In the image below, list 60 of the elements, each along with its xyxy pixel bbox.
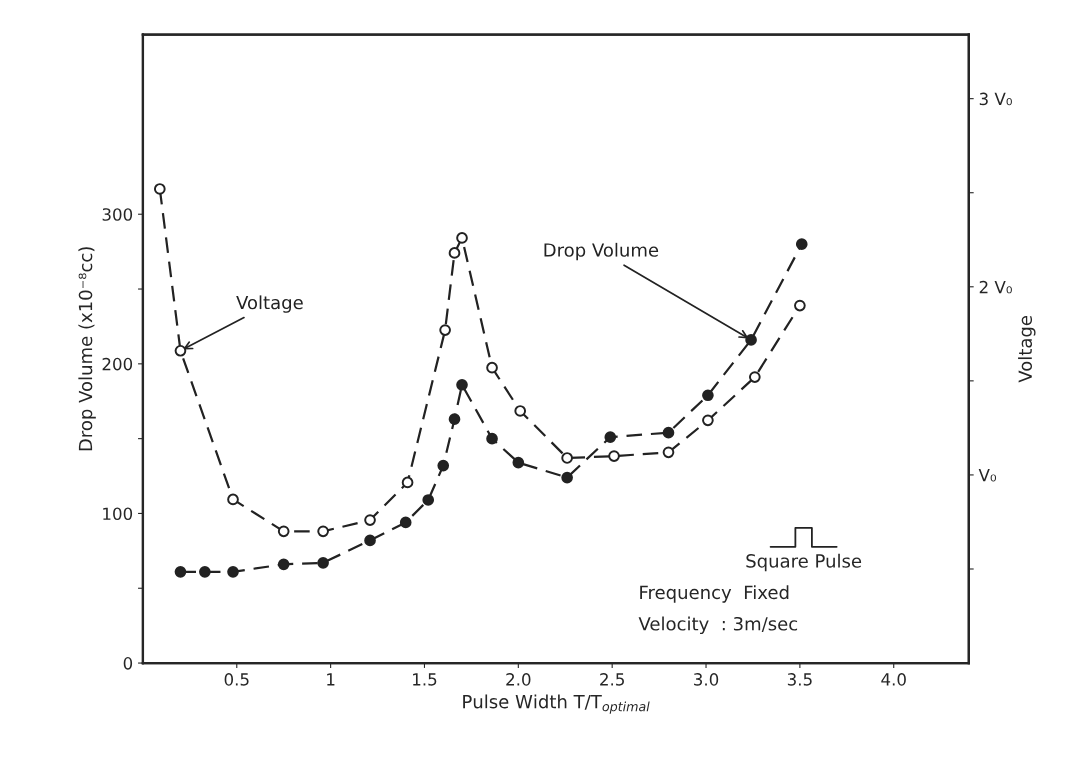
- point: [277, 525, 290, 538]
- point: [608, 450, 620, 462]
- x-tick-label: 2.5: [600, 673, 624, 686]
- point: [486, 432, 498, 445]
- point: [486, 361, 498, 374]
- point: [662, 446, 675, 459]
- y-tick-label: 300: [102, 208, 133, 221]
- y2-axis-title: Voltage: [1018, 315, 1036, 383]
- point: [439, 324, 451, 336]
- point: [317, 525, 329, 538]
- x-tick-label: 1: [327, 673, 335, 686]
- x-tick-label: 3.5: [787, 673, 812, 686]
- point: [422, 494, 435, 506]
- point: [702, 414, 714, 427]
- x-axis-title: Pulse Width T/T$_{optimal}$: [463, 694, 650, 714]
- point: [456, 378, 468, 391]
- y-tick-label: 200: [102, 357, 133, 371]
- point: [153, 183, 166, 195]
- point: [561, 471, 573, 484]
- x-tick-label: 3.0: [694, 673, 719, 686]
- y-axis-title: Drop Volume (x10⁻⁸cc): [78, 247, 96, 451]
- point: [364, 534, 376, 547]
- point: [199, 565, 211, 578]
- annotation: Square Pulse: [746, 553, 862, 572]
- y2-tick-label: V₀: [978, 469, 997, 482]
- point: [448, 247, 461, 259]
- text: Voltage: [236, 295, 303, 313]
- point: [561, 452, 573, 464]
- point: [174, 344, 187, 357]
- point: [749, 371, 761, 383]
- point: [174, 565, 187, 578]
- point: [514, 405, 527, 417]
- point: [745, 334, 757, 346]
- y2-tick-label: 2 V₀: [979, 280, 1012, 294]
- annotation: Frequency Fixed: [640, 585, 789, 603]
- x-tick-label: 1.5: [413, 673, 437, 686]
- point: [227, 565, 239, 578]
- y-tick-label: 100: [103, 507, 133, 521]
- point: [702, 389, 714, 402]
- y2-tick-label: 3 V₀: [979, 92, 1012, 106]
- point: [448, 413, 461, 426]
- y-tick-label: 0: [123, 657, 133, 670]
- point: [795, 238, 808, 250]
- point: [794, 299, 806, 312]
- annotation: Velocity : 3m/sec: [638, 616, 798, 635]
- point: [277, 558, 290, 571]
- x-tick-label: 0.5: [224, 673, 249, 686]
- point: [456, 232, 468, 244]
- point: [437, 459, 450, 472]
- point: [401, 476, 414, 489]
- point: [364, 514, 376, 526]
- point: [512, 456, 525, 469]
- text: Drop Volume: [544, 242, 659, 261]
- point: [227, 493, 239, 506]
- point: [604, 431, 617, 443]
- x-tick-label: 4.0: [881, 673, 906, 686]
- point: [399, 516, 412, 529]
- point: [662, 426, 675, 439]
- x-tick-label: 2.0: [506, 673, 531, 686]
- point: [317, 556, 329, 569]
